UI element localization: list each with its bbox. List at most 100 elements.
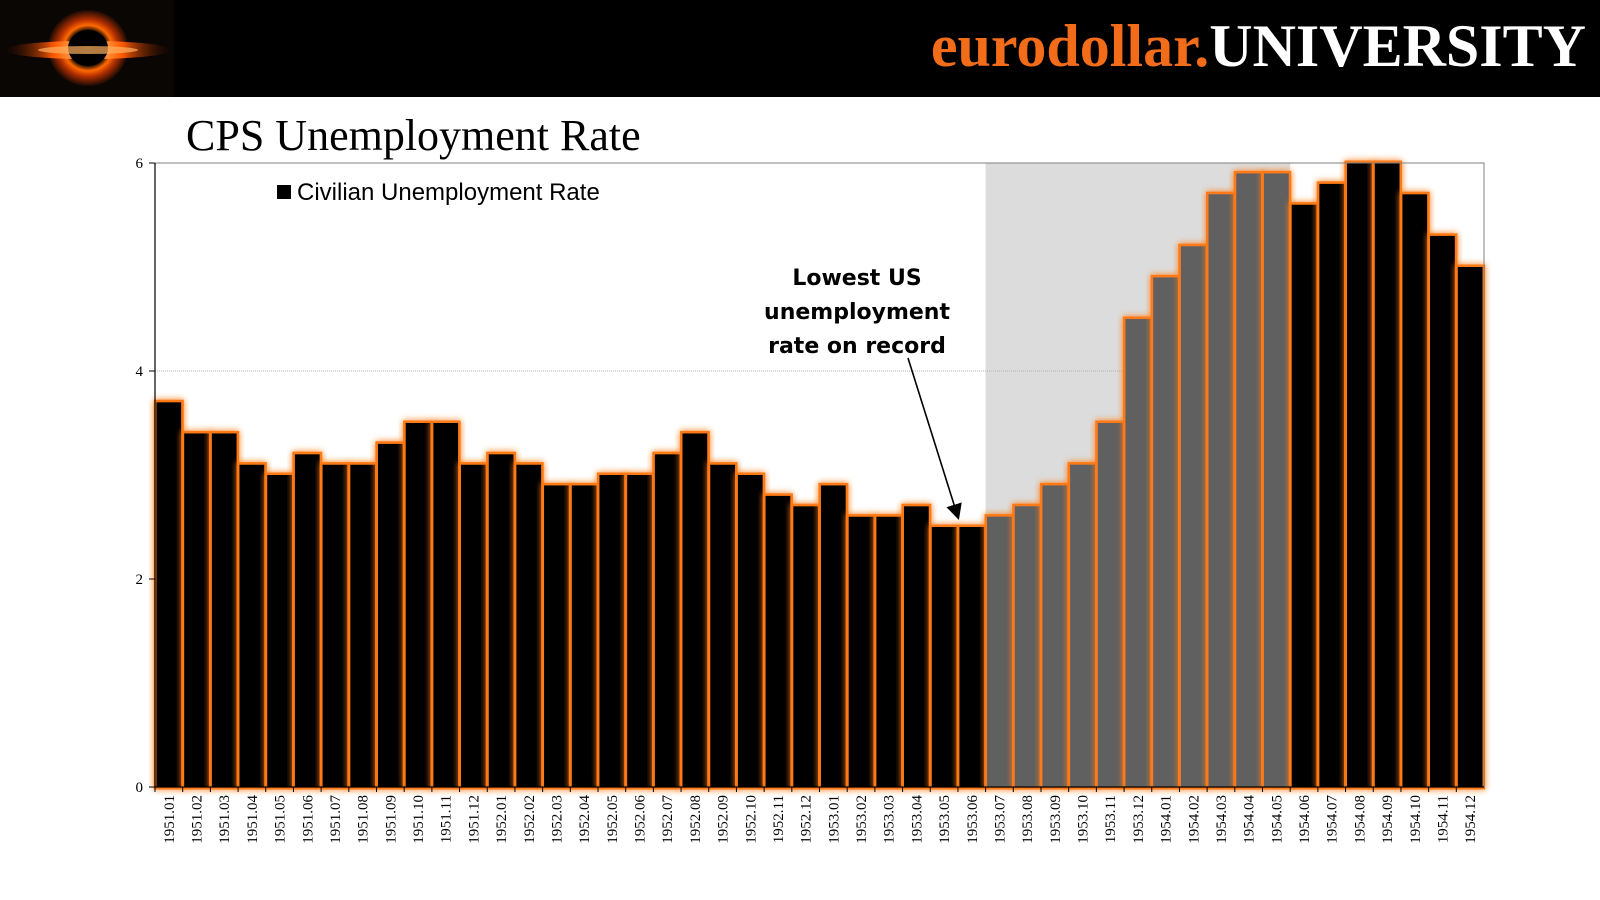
bar-1952.04 [571,485,597,787]
bar-1953.10 [1070,464,1095,787]
y-tick-label: 4 [136,364,144,380]
x-tick-label: 1952.03 [549,795,565,844]
x-tick-label: 1952.11 [771,795,787,843]
bar-1954.10 [1402,194,1428,787]
bar-1951.03 [211,433,237,787]
x-tick-label: 1953.02 [854,795,870,844]
brand-title-eurodollar: eurodollar. [930,13,1210,79]
bar-1954.12 [1457,267,1483,787]
bar-1953.03 [876,516,902,787]
x-tick-label: 1952.09 [716,795,732,844]
bar-1952.05 [599,475,625,787]
annotation-text-line: Lowest US [792,266,921,291]
bar-1953.04 [903,506,929,787]
x-tick-label: 1952.08 [688,795,704,844]
y-tick-label: 0 [136,780,144,796]
bar-1951.08 [350,464,376,787]
y-tick-label: 2 [136,572,144,588]
x-tick-label: 1953.09 [1048,795,1064,844]
x-tick-label: 1954.05 [1269,795,1285,844]
annotation-text-line: unemployment [764,300,950,325]
bar-1953.12 [1125,319,1151,787]
bar-1952.10 [737,475,763,787]
x-tick-label: 1952.05 [605,795,621,844]
chart-title: CPS Unemployment Rate [186,111,641,160]
x-tick-label: 1954.10 [1408,795,1424,844]
x-tick-label: 1954.06 [1297,795,1313,844]
x-tick-label: 1954.12 [1463,795,1479,844]
x-tick-label: 1951.02 [190,795,206,844]
x-tick-label: 1954.04 [1242,795,1258,844]
x-tick-label: 1951.09 [383,795,399,844]
bar-1953.11 [1097,423,1123,787]
bar-1952.01 [488,454,514,787]
x-tick-label: 1952.04 [577,795,593,844]
x-tick-label: 1953.03 [882,795,898,844]
bar-1951.09 [377,443,403,787]
bar-1953.06 [959,527,985,787]
bar-1954.06 [1291,204,1317,788]
bar-1951.10 [405,423,431,787]
bar-1952.06 [627,475,652,787]
x-tick-label: 1952.06 [633,795,649,844]
bar-1954.01 [1153,277,1179,787]
bar-1951.06 [294,454,320,787]
bar-1953.01 [820,485,846,787]
bar-1953.08 [1014,506,1040,787]
bar-1951.04 [239,464,265,787]
brand-title: eurodollar.UNIVERSITY [931,10,1586,82]
x-tick-label: 1954.08 [1352,795,1368,844]
bar-1953.05 [931,527,957,787]
bar-1951.01 [156,402,182,787]
x-tick-label: 1954.11 [1435,795,1451,843]
x-tick-label: 1952.10 [743,795,759,844]
bar-1953.07 [987,516,1012,787]
bar-1952.09 [710,464,736,787]
bar-1952.07 [654,454,680,787]
x-tick-label: 1954.07 [1325,795,1341,844]
bar-1952.08 [682,433,708,787]
bar-1954.02 [1180,246,1206,787]
bar-1951.05 [267,475,293,787]
bar-1953.02 [848,516,874,787]
bar-1951.11 [433,423,459,787]
annotation-text-line: rate on record [768,334,946,359]
x-tick-label: 1954.01 [1159,795,1175,844]
x-tick-label: 1952.12 [799,795,815,844]
x-tick-label: 1951.06 [300,795,316,844]
x-tick-label: 1951.08 [356,795,372,844]
header-bar: eurodollar.UNIVERSITY [0,0,1600,97]
black-hole-logo-icon [0,0,174,97]
x-tick-label: 1953.01 [826,795,842,844]
bar-1954.09 [1374,163,1400,787]
x-tick-label: 1953.12 [1131,795,1147,844]
annotation-arrow [907,357,962,521]
x-tick-label: 1953.10 [1076,795,1092,844]
bar-1954.04 [1236,173,1262,787]
x-tick-label: 1951.04 [245,795,261,844]
x-tick-label: 1951.03 [217,795,233,844]
black-hole-logo-graphic [0,0,174,97]
x-tick-label: 1951.11 [439,795,455,843]
x-tick-label: 1952.07 [660,795,676,844]
bar-1952.03 [544,485,569,787]
x-tick-label: 1951.05 [273,795,289,844]
x-tick-label: 1952.01 [494,795,510,844]
bar-1952.02 [516,464,542,787]
x-tick-label: 1953.04 [909,795,925,844]
x-tick-label: 1952.02 [522,795,538,844]
bar-1952.12 [793,506,819,787]
x-tick-label: 1951.01 [162,795,178,844]
legend-label: Civilian Unemployment Rate [297,179,600,206]
brand-title-university: UNIVERSITY [1209,13,1586,79]
bar-1954.08 [1346,163,1372,787]
y-tick-label: 6 [136,156,144,172]
bar-1951.12 [460,464,486,787]
x-tick-label: 1954.09 [1380,795,1396,844]
x-tick-label: 1953.05 [937,795,953,844]
x-tick-label: 1953.08 [1020,795,1036,844]
bar-1951.07 [322,464,348,787]
bar-1954.03 [1208,194,1234,787]
bar-1952.11 [765,495,791,787]
